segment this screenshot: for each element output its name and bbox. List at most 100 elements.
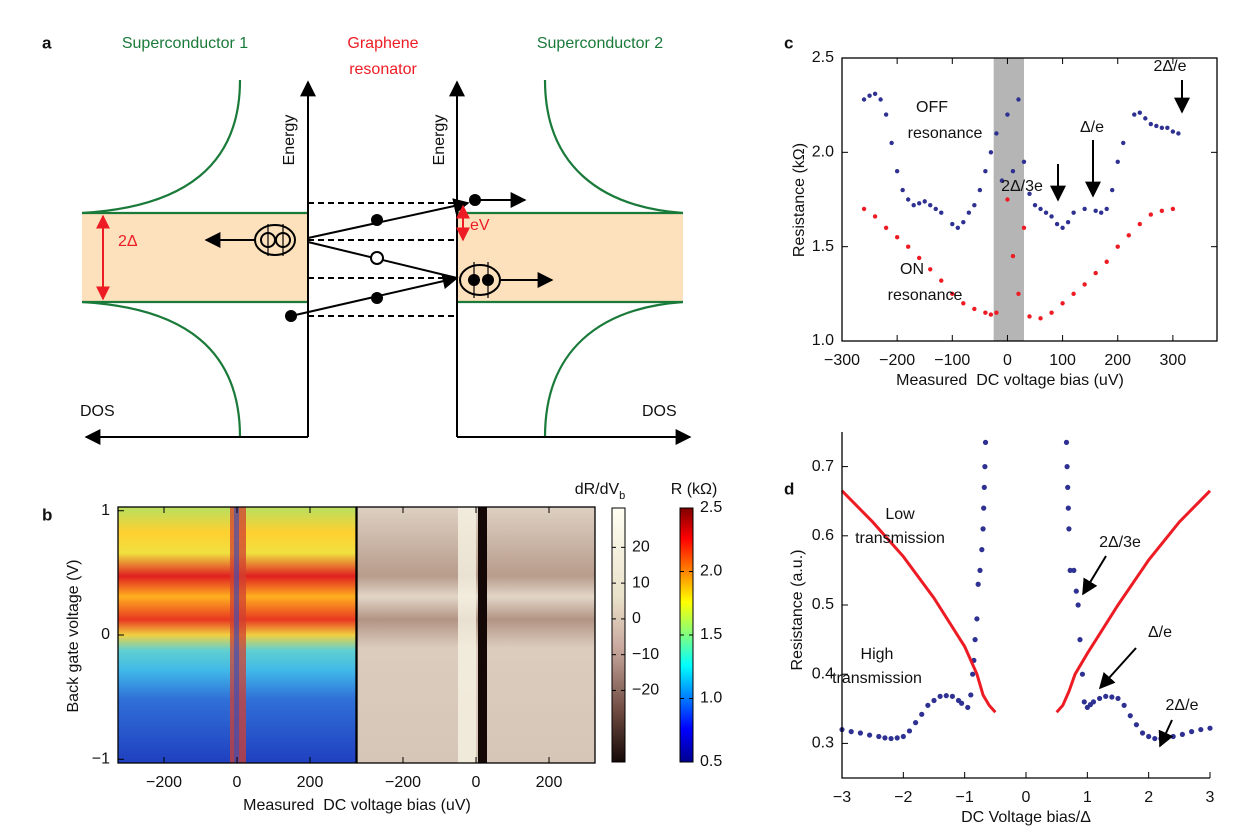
point (988, 312, 994, 317)
point (980, 526, 986, 532)
point (1098, 210, 1104, 215)
point (937, 693, 943, 699)
point (1010, 253, 1016, 259)
point (1077, 637, 1083, 643)
point (979, 547, 985, 553)
x-tick-label: −2 (894, 789, 912, 806)
annotation-arrow (1158, 719, 1174, 748)
point (1159, 125, 1165, 131)
bias-label: eV (470, 217, 490, 234)
y-axis-label: Resistance (a.u.) (789, 550, 806, 671)
colorbar (611, 507, 626, 763)
electron (371, 214, 383, 226)
point (1170, 129, 1176, 134)
point (950, 221, 955, 227)
y-tick-label: 0 (101, 626, 110, 643)
point (1109, 694, 1115, 700)
y-tick-label: 1.0 (812, 332, 834, 349)
point (1065, 219, 1071, 225)
point (961, 219, 966, 225)
point (905, 244, 911, 249)
colorbar-tick-label: 20 (632, 539, 650, 556)
point (928, 202, 933, 208)
point (1104, 259, 1109, 264)
point (933, 206, 938, 212)
point (900, 187, 905, 193)
point (1065, 484, 1071, 490)
x-tick-label: 0 (472, 774, 481, 791)
x-tick-label: 100 (1049, 352, 1076, 369)
heatmaps: dR/dVb R (kΩ) (118, 481, 717, 763)
point (959, 700, 965, 706)
series-line (840, 489, 1212, 714)
point (981, 484, 987, 490)
x-tick-label: 0 (1022, 789, 1031, 806)
point (1152, 735, 1158, 742)
point (1148, 212, 1154, 217)
point (931, 697, 937, 704)
point (1121, 702, 1127, 708)
y-tick-label: 0.7 (812, 458, 834, 475)
point (1032, 202, 1038, 208)
point (982, 439, 989, 445)
point (1063, 439, 1070, 445)
colorbar-label-sub: b (619, 490, 625, 502)
point (867, 93, 872, 98)
panel-label: b (42, 505, 52, 524)
point (1073, 588, 1079, 594)
y-tick-label: −1 (92, 750, 110, 767)
x-tick-label: 3 (1206, 789, 1215, 806)
x-tick-label: −1 (956, 789, 974, 806)
x-tick-label: 2 (1144, 789, 1153, 806)
annotation: Δ/e (1080, 119, 1104, 136)
point (1104, 206, 1109, 212)
point (894, 235, 900, 240)
point (972, 637, 978, 643)
point (867, 732, 873, 738)
point (1021, 159, 1027, 164)
axis-label: Energy (431, 115, 448, 166)
point (882, 735, 888, 741)
annotation-arrow (1098, 647, 1137, 690)
series-label: resonance (888, 287, 963, 304)
heatmap-stripe (234, 507, 239, 763)
point (950, 291, 955, 297)
x-tick-label: 0 (233, 774, 242, 791)
point (1010, 169, 1016, 174)
point (1127, 713, 1133, 719)
annotation: 2Δ/e (1166, 697, 1199, 714)
point (1081, 699, 1087, 705)
axis-label: DOS (80, 403, 115, 420)
point (977, 187, 983, 193)
point (1170, 733, 1176, 740)
point (1176, 131, 1181, 136)
point (1016, 291, 1021, 297)
point (988, 150, 994, 155)
lead-label: Superconductor 2 (537, 35, 663, 52)
point (1054, 221, 1060, 227)
gap-band (82, 213, 308, 302)
point (1049, 214, 1054, 219)
y-tick-label: 2.0 (812, 144, 834, 161)
point (1110, 187, 1115, 193)
resonator-label: Graphene (347, 35, 418, 52)
y-axis-label: Resistance (kΩ) (791, 143, 808, 257)
y-tick-label: 1.5 (812, 238, 834, 255)
point (1159, 208, 1165, 214)
series-label: OFF (916, 99, 948, 116)
y-tick-label: 0.6 (812, 527, 834, 544)
colorbar-tick-label: −20 (632, 682, 659, 699)
lead-label: Superconductor 1 (122, 35, 248, 52)
annotation-arrow (1082, 555, 1107, 596)
point (872, 214, 878, 219)
tunnel-path (307, 198, 470, 239)
point (961, 301, 966, 306)
diagram: 2Δ eV Superconductor 1 Graphene resonato… (80, 35, 692, 445)
point (939, 278, 944, 283)
series-label: High (861, 646, 894, 663)
point (1137, 110, 1142, 115)
x-axis-label: Measured DC voltage bias (uV) (243, 797, 471, 814)
y-tick-label: 2.5 (812, 49, 834, 66)
point (894, 169, 900, 174)
dos-curve (81, 300, 242, 438)
